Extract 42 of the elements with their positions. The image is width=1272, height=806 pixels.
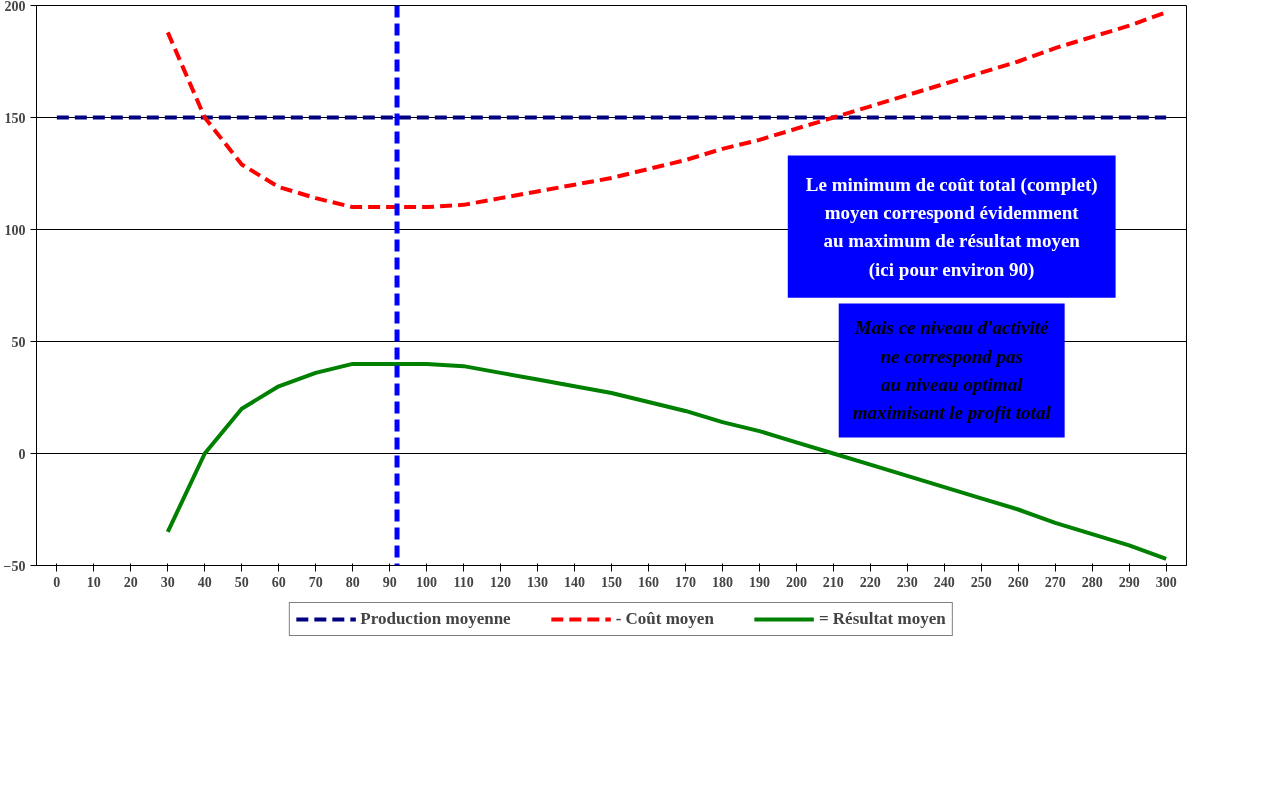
x-tick-label: 230 (896, 574, 918, 590)
legend-label: = Résultat moyen (818, 609, 946, 629)
x-tick-label: 50 (234, 574, 249, 590)
x-tick-label: 80 (345, 574, 360, 590)
x-tick-label: 300 (1155, 574, 1177, 590)
x-tick-label: 40 (197, 574, 212, 590)
x-tick-label: 270 (1044, 574, 1066, 590)
x-tick-label: 250 (970, 574, 992, 590)
x-tick-label: 20 (123, 574, 138, 590)
x-tick-label: 130 (527, 574, 549, 590)
x-tick-label: 160 (637, 574, 659, 590)
x-tick-label: 280 (1081, 574, 1103, 590)
y-tick-label: 100 (4, 222, 26, 238)
y-tick-label: −50 (3, 558, 26, 574)
x-tick-label: 110 (453, 574, 474, 590)
x-tick-label: 100 (416, 574, 438, 590)
y-tick-label: 150 (4, 110, 26, 126)
x-tick-label: 220 (859, 574, 881, 590)
x-tick-label: 210 (822, 574, 844, 590)
x-tick-label: 30 (160, 574, 175, 590)
annotation: Mais ce niveau d'activité ne correspond pas au niveau optimal maximisant le profit total (852, 317, 1052, 424)
y-tick-label: 200 (4, 0, 26, 14)
x-tick-label: 70 (308, 574, 323, 590)
x-tick-label: 10 (86, 574, 101, 590)
x-tick-label: 60 (271, 574, 286, 590)
x-tick-label: 290 (1118, 574, 1140, 590)
y-tick-label: 50 (11, 334, 26, 350)
x-tick-label: 150 (601, 574, 622, 590)
legend-label: Production moyenne (360, 609, 511, 629)
x-tick-label: 200 (785, 574, 807, 590)
x-tick-label: 140 (564, 574, 586, 590)
x-tick-label: 260 (1007, 574, 1029, 590)
x-tick-label: 0 (53, 574, 61, 590)
x-tick-label: 180 (711, 574, 733, 590)
x-tick-label: 240 (933, 574, 955, 590)
annotation: Le minimum de coût total (complet) moyen correspond évidemment au maximum de résultat moyen (ici pour environ 90) (805, 173, 1098, 281)
y-tick-label: 0 (18, 446, 26, 462)
x-tick-label: 190 (748, 574, 770, 590)
legend-label: - Coût moyen (615, 609, 714, 629)
x-tick-label: 120 (490, 574, 512, 590)
x-tick-label: 170 (674, 574, 696, 590)
x-tick-label: 90 (382, 574, 397, 590)
